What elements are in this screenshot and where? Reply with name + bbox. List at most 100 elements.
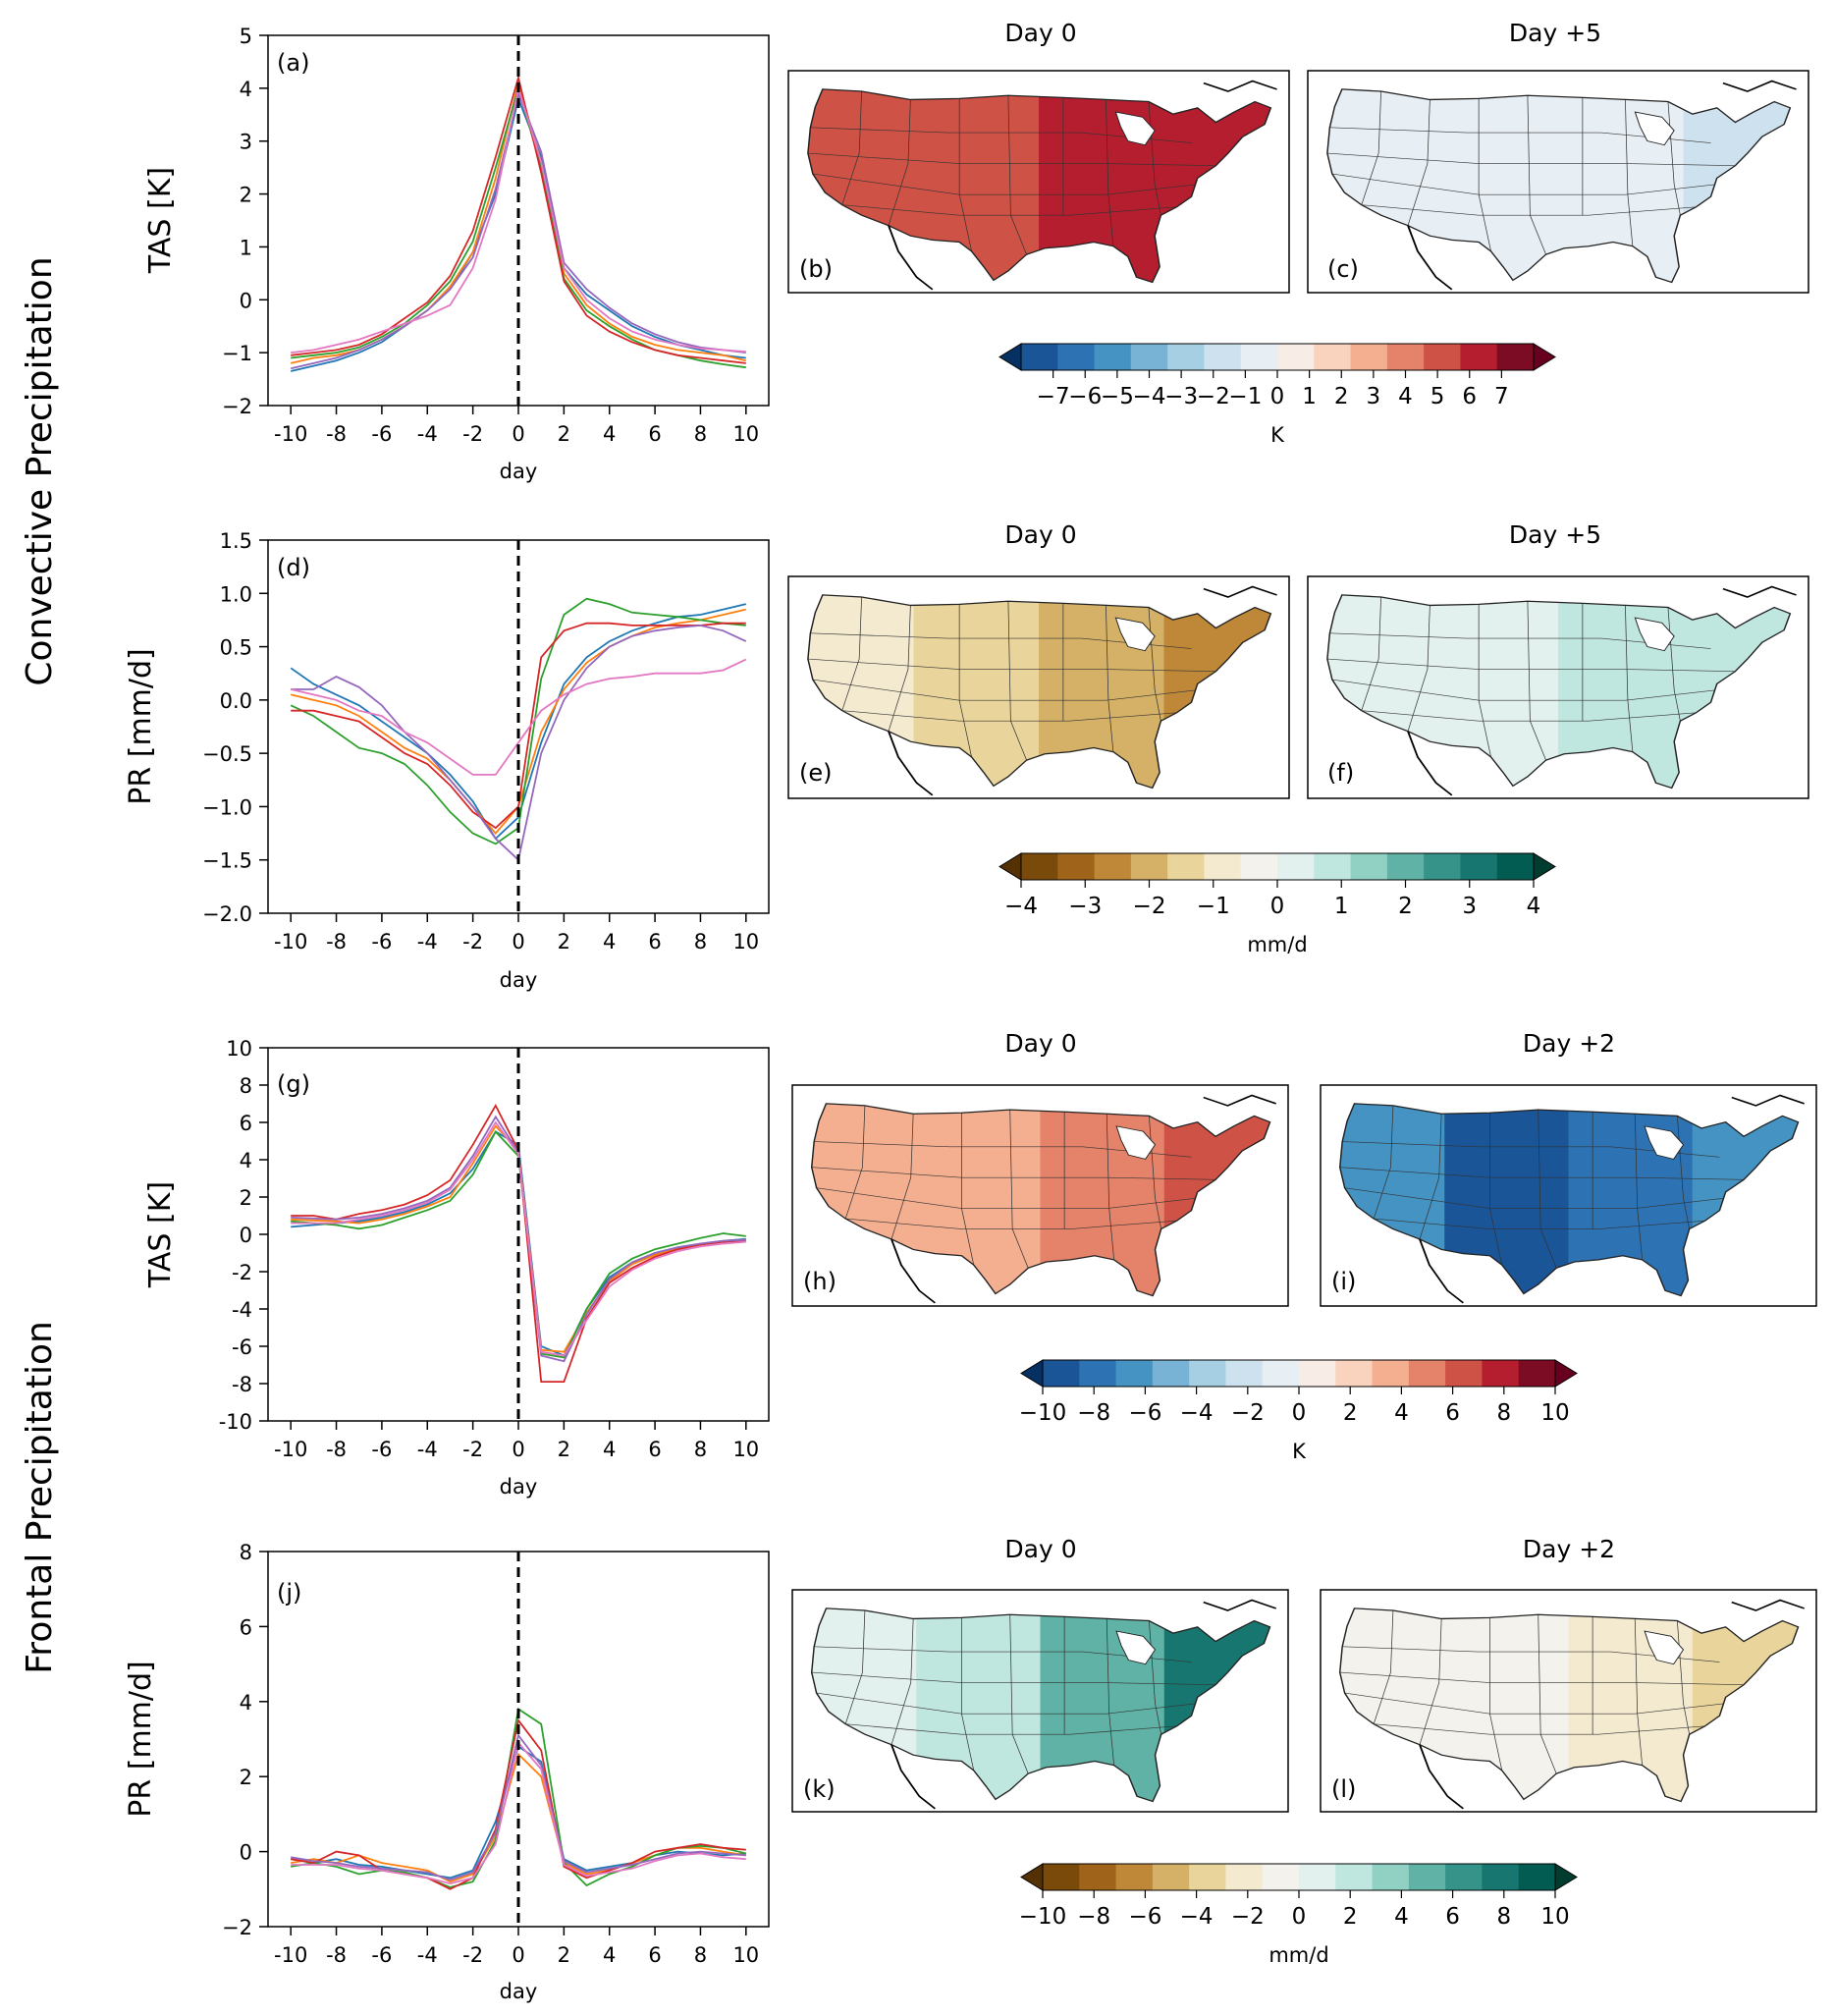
colorbar-swatch bbox=[1021, 853, 1058, 880]
colorbar-swatch bbox=[1079, 1864, 1117, 1890]
colorbar-swatch bbox=[1189, 1864, 1226, 1890]
x-tick-label: -10 bbox=[274, 422, 307, 446]
map-panel-f: Day +5 (f) bbox=[1307, 520, 1809, 799]
colorbar-mmd-frontal: −10 −8 −6 −4 −2 0 2 4 6 8 10 mm/d bbox=[1019, 1863, 1578, 1967]
panel-label: (g) bbox=[277, 1070, 310, 1098]
colorbar-swatch bbox=[1496, 853, 1535, 880]
canada-coast bbox=[1731, 1599, 1806, 1611]
state-border bbox=[1339, 1671, 1745, 1686]
y-tick-label: −2 bbox=[222, 1916, 252, 1939]
state-border bbox=[816, 1187, 1198, 1209]
x-tick-label: 0 bbox=[512, 422, 524, 446]
colorbar-tick-label: 0 bbox=[1292, 1904, 1307, 1930]
canada-coast bbox=[1722, 585, 1797, 598]
colorbar-swatch bbox=[1189, 1360, 1226, 1387]
state-border bbox=[1419, 1618, 1442, 1745]
colorbar-tick-label: 2 bbox=[1343, 1904, 1358, 1930]
colorbar-tick-label: −8 bbox=[1077, 1904, 1110, 1930]
series-group bbox=[291, 1707, 747, 1890]
great-lakes bbox=[1115, 1125, 1157, 1160]
colorbar-tick-label: −6 bbox=[1068, 384, 1102, 409]
colorbar-under-arrow bbox=[998, 343, 1022, 371]
x-tick-label: -10 bbox=[274, 930, 307, 954]
colorbar-tick-label: 5 bbox=[1430, 384, 1445, 409]
y-tick-label: 10 bbox=[226, 1037, 252, 1061]
great-lakes bbox=[1114, 617, 1156, 652]
colorbar-tick-label: −4 bbox=[1180, 1400, 1214, 1426]
coastline bbox=[1326, 88, 1792, 284]
y-tick-label: −0.5 bbox=[202, 742, 252, 766]
state-border bbox=[1326, 152, 1736, 167]
state-border bbox=[1373, 1105, 1394, 1220]
colorbar-tick-label: −5 bbox=[1101, 384, 1134, 409]
x-tick-label: 8 bbox=[694, 1438, 707, 1461]
state-border bbox=[1374, 1723, 1705, 1735]
map-panel-e: Day 0 (e) bbox=[787, 520, 1290, 799]
map-title: Day 0 bbox=[1004, 1029, 1076, 1058]
colorbar-tick-label: 7 bbox=[1494, 384, 1509, 409]
state-border bbox=[812, 679, 1198, 701]
map-title: Day +5 bbox=[1509, 19, 1601, 47]
colorbar-tick-label: 10 bbox=[1540, 1400, 1569, 1426]
x-tick-label: -4 bbox=[417, 422, 438, 446]
x-tick-label: 8 bbox=[694, 930, 707, 954]
colorbar-over-arrow bbox=[1533, 852, 1556, 881]
state-border bbox=[812, 173, 1198, 195]
colorbar-swatch bbox=[1115, 1360, 1154, 1387]
x-axis-label: day bbox=[500, 968, 538, 992]
y-axis-label: PR [mm/d] bbox=[124, 1661, 158, 1817]
y-tick-label: −1.5 bbox=[202, 849, 252, 873]
colorbar-over-arrow bbox=[1554, 1359, 1578, 1388]
y-axis-label: TAS [K] bbox=[143, 167, 178, 274]
coastline bbox=[807, 88, 1272, 284]
map-panel-l: Day +2 (l) bbox=[1320, 1535, 1817, 1813]
y-tick-label: 4 bbox=[240, 1149, 252, 1172]
x-tick-label: -4 bbox=[417, 1438, 438, 1461]
colorbar-swatch bbox=[1335, 1864, 1374, 1890]
y-tick-label: 2 bbox=[240, 184, 252, 207]
map-title: Day 0 bbox=[1004, 520, 1076, 549]
colorbar-swatch bbox=[1372, 1360, 1410, 1387]
colorbar-tick-label: −3 bbox=[1164, 384, 1198, 409]
state-border bbox=[891, 1618, 914, 1745]
coastline bbox=[1326, 594, 1792, 790]
y-tick-label: -8 bbox=[232, 1373, 252, 1396]
series-line-4 bbox=[291, 1717, 746, 1890]
great-lakes bbox=[1634, 617, 1675, 652]
line-panel-a: −2 −1 0 1 2 3 4 5 -10 -8 -6 -4 -2 0 2 4 6 8 10 (a) day TAS… bbox=[143, 25, 770, 483]
colorbar-swatch bbox=[1518, 1864, 1556, 1890]
map-title: Day 0 bbox=[1004, 19, 1076, 47]
x-tick-label: -2 bbox=[462, 1943, 483, 1967]
colorbar-tick-label: 1 bbox=[1302, 384, 1317, 409]
x-tick-label: -2 bbox=[462, 930, 483, 954]
panel-label: (l) bbox=[1331, 1775, 1356, 1803]
panel-label: (b) bbox=[799, 255, 833, 283]
series-line-1 bbox=[290, 603, 747, 841]
colorbar-swatch bbox=[1460, 853, 1498, 880]
colorbar-under-arrow bbox=[998, 852, 1022, 881]
colorbar-label: K bbox=[1292, 1440, 1307, 1463]
colorbar-tick-label: −2 bbox=[1231, 1400, 1265, 1426]
panel-label: (i) bbox=[1331, 1268, 1356, 1295]
x-axis-label: day bbox=[500, 1980, 538, 2003]
x-tick-label: -8 bbox=[326, 422, 347, 446]
x-tick-label: 8 bbox=[694, 1943, 707, 1967]
x-tick-label: -2 bbox=[462, 422, 483, 446]
state-border bbox=[807, 152, 1216, 167]
x-tick-label: 0 bbox=[512, 1943, 524, 1967]
colorbar-tick-label: −1 bbox=[1228, 384, 1262, 409]
colorbar-swatch bbox=[1460, 344, 1498, 370]
colorbar-swatch bbox=[1130, 853, 1168, 880]
state-border bbox=[1361, 710, 1697, 722]
colorbar-label: mm/d bbox=[1247, 933, 1307, 956]
line-panel-j: −2 0 2 4 6 8 -10 -8 -6 -4 -2 0 2 4 6 8 10 (j) day PR [mm… bbox=[124, 1541, 770, 2003]
y-tick-label: 0 bbox=[240, 1841, 252, 1865]
state-border bbox=[1361, 204, 1697, 216]
state-border bbox=[841, 204, 1177, 216]
y-tick-label: 3 bbox=[240, 131, 252, 154]
colorbar-swatch bbox=[1408, 1864, 1446, 1890]
state-border bbox=[1344, 1187, 1726, 1209]
coastline bbox=[810, 1103, 1271, 1297]
series-line-6 bbox=[290, 658, 747, 776]
